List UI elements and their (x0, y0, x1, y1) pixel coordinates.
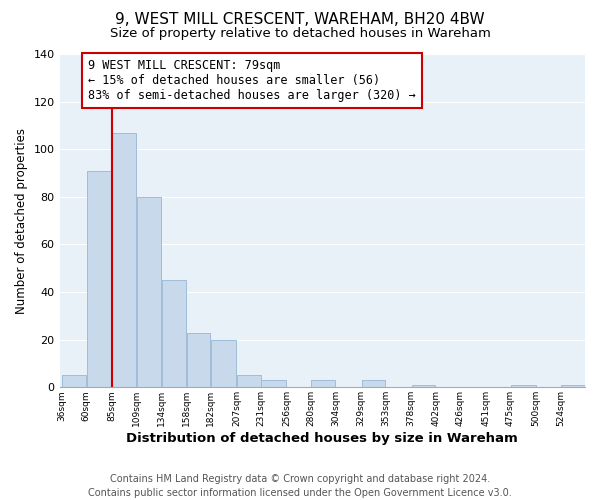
Bar (137, 197, 161, 388)
Bar (511, 385, 536, 388)
Bar (561, 385, 584, 388)
Bar (86, 170, 111, 388)
Y-axis label: Number of detached properties: Number of detached properties (15, 128, 28, 314)
Text: Size of property relative to detached houses in Wareham: Size of property relative to detached ho… (110, 28, 490, 40)
Bar (211, 340, 236, 388)
Bar (362, 380, 385, 388)
Bar (112, 132, 136, 388)
Text: 9, WEST MILL CRESCENT, WAREHAM, BH20 4BW: 9, WEST MILL CRESCENT, WAREHAM, BH20 4BW (115, 12, 485, 28)
Text: Contains HM Land Registry data © Crown copyright and database right 2024.
Contai: Contains HM Land Registry data © Crown c… (88, 474, 512, 498)
Bar (187, 332, 211, 388)
X-axis label: Distribution of detached houses by size in Wareham: Distribution of detached houses by size … (127, 432, 518, 445)
Bar (412, 385, 436, 388)
Bar (237, 376, 260, 388)
Bar (162, 280, 186, 388)
Bar (62, 376, 86, 388)
Text: 9 WEST MILL CRESCENT: 79sqm
← 15% of detached houses are smaller (56)
83% of sem: 9 WEST MILL CRESCENT: 79sqm ← 15% of det… (88, 59, 416, 102)
Bar (311, 380, 335, 388)
Bar (262, 380, 286, 388)
